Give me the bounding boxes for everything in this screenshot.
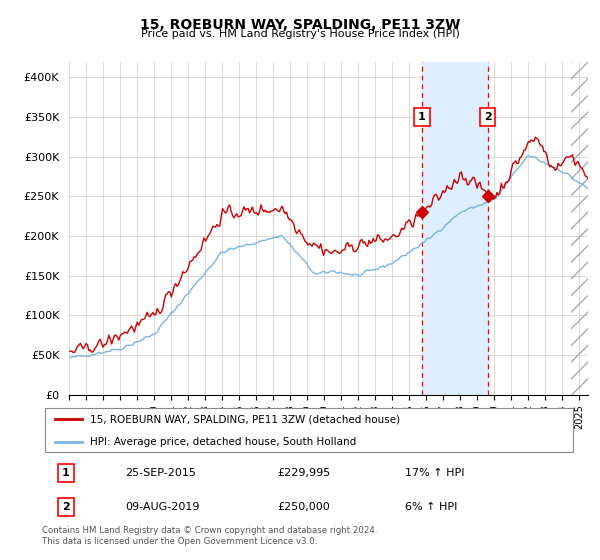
Text: 1: 1 (62, 468, 70, 478)
Text: Contains HM Land Registry data © Crown copyright and database right 2024.
This d: Contains HM Land Registry data © Crown c… (42, 526, 377, 546)
Text: HPI: Average price, detached house, South Holland: HPI: Average price, detached house, Sout… (90, 437, 356, 447)
Text: 2: 2 (62, 502, 70, 512)
FancyBboxPatch shape (44, 408, 574, 452)
Text: 1: 1 (418, 112, 425, 122)
Bar (571, 62, 588, 395)
Text: 17% ↑ HPI: 17% ↑ HPI (405, 468, 464, 478)
Bar (422, 62, 488, 395)
Text: 15, ROEBURN WAY, SPALDING, PE11 3ZW: 15, ROEBURN WAY, SPALDING, PE11 3ZW (140, 18, 460, 32)
Text: 15, ROEBURN WAY, SPALDING, PE11 3ZW (detached house): 15, ROEBURN WAY, SPALDING, PE11 3ZW (det… (90, 414, 400, 424)
Text: 6% ↑ HPI: 6% ↑ HPI (405, 502, 457, 512)
Text: Price paid vs. HM Land Registry's House Price Index (HPI): Price paid vs. HM Land Registry's House … (140, 29, 460, 39)
Text: 2: 2 (484, 112, 491, 122)
Text: £250,000: £250,000 (277, 502, 330, 512)
Text: 09-AUG-2019: 09-AUG-2019 (125, 502, 199, 512)
Text: £229,995: £229,995 (277, 468, 330, 478)
Text: 25-SEP-2015: 25-SEP-2015 (125, 468, 196, 478)
